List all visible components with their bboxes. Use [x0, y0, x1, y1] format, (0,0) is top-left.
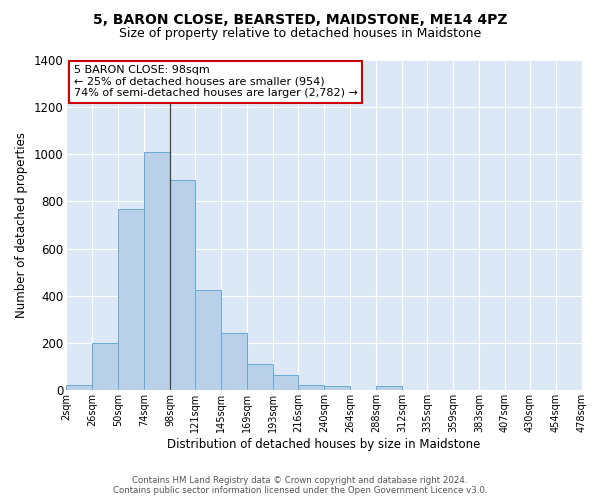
Bar [92, 343, 118, 390]
Bar [195, 290, 221, 390]
X-axis label: Distribution of detached houses by size in Maidstone: Distribution of detached houses by size … [167, 438, 481, 450]
Bar [221, 334, 247, 390]
Bar [118, 208, 144, 390]
Bar [247, 364, 273, 390]
Text: 5, BARON CLOSE, BEARSTED, MAIDSTONE, ME14 4PZ: 5, BARON CLOSE, BEARSTED, MAIDSTONE, ME1… [93, 12, 507, 26]
Text: 5 BARON CLOSE: 98sqm
← 25% of detached houses are smaller (954)
74% of semi-deta: 5 BARON CLOSE: 98sqm ← 25% of detached h… [74, 65, 358, 98]
Bar [324, 386, 350, 390]
Bar [376, 386, 402, 390]
Text: Contains HM Land Registry data © Crown copyright and database right 2024.
Contai: Contains HM Land Registry data © Crown c… [113, 476, 487, 495]
Text: Size of property relative to detached houses in Maidstone: Size of property relative to detached ho… [119, 28, 481, 40]
Bar [298, 386, 324, 390]
Bar [170, 180, 195, 390]
Bar [66, 386, 92, 390]
Y-axis label: Number of detached properties: Number of detached properties [15, 132, 28, 318]
Bar [144, 152, 170, 390]
Bar [273, 374, 298, 390]
